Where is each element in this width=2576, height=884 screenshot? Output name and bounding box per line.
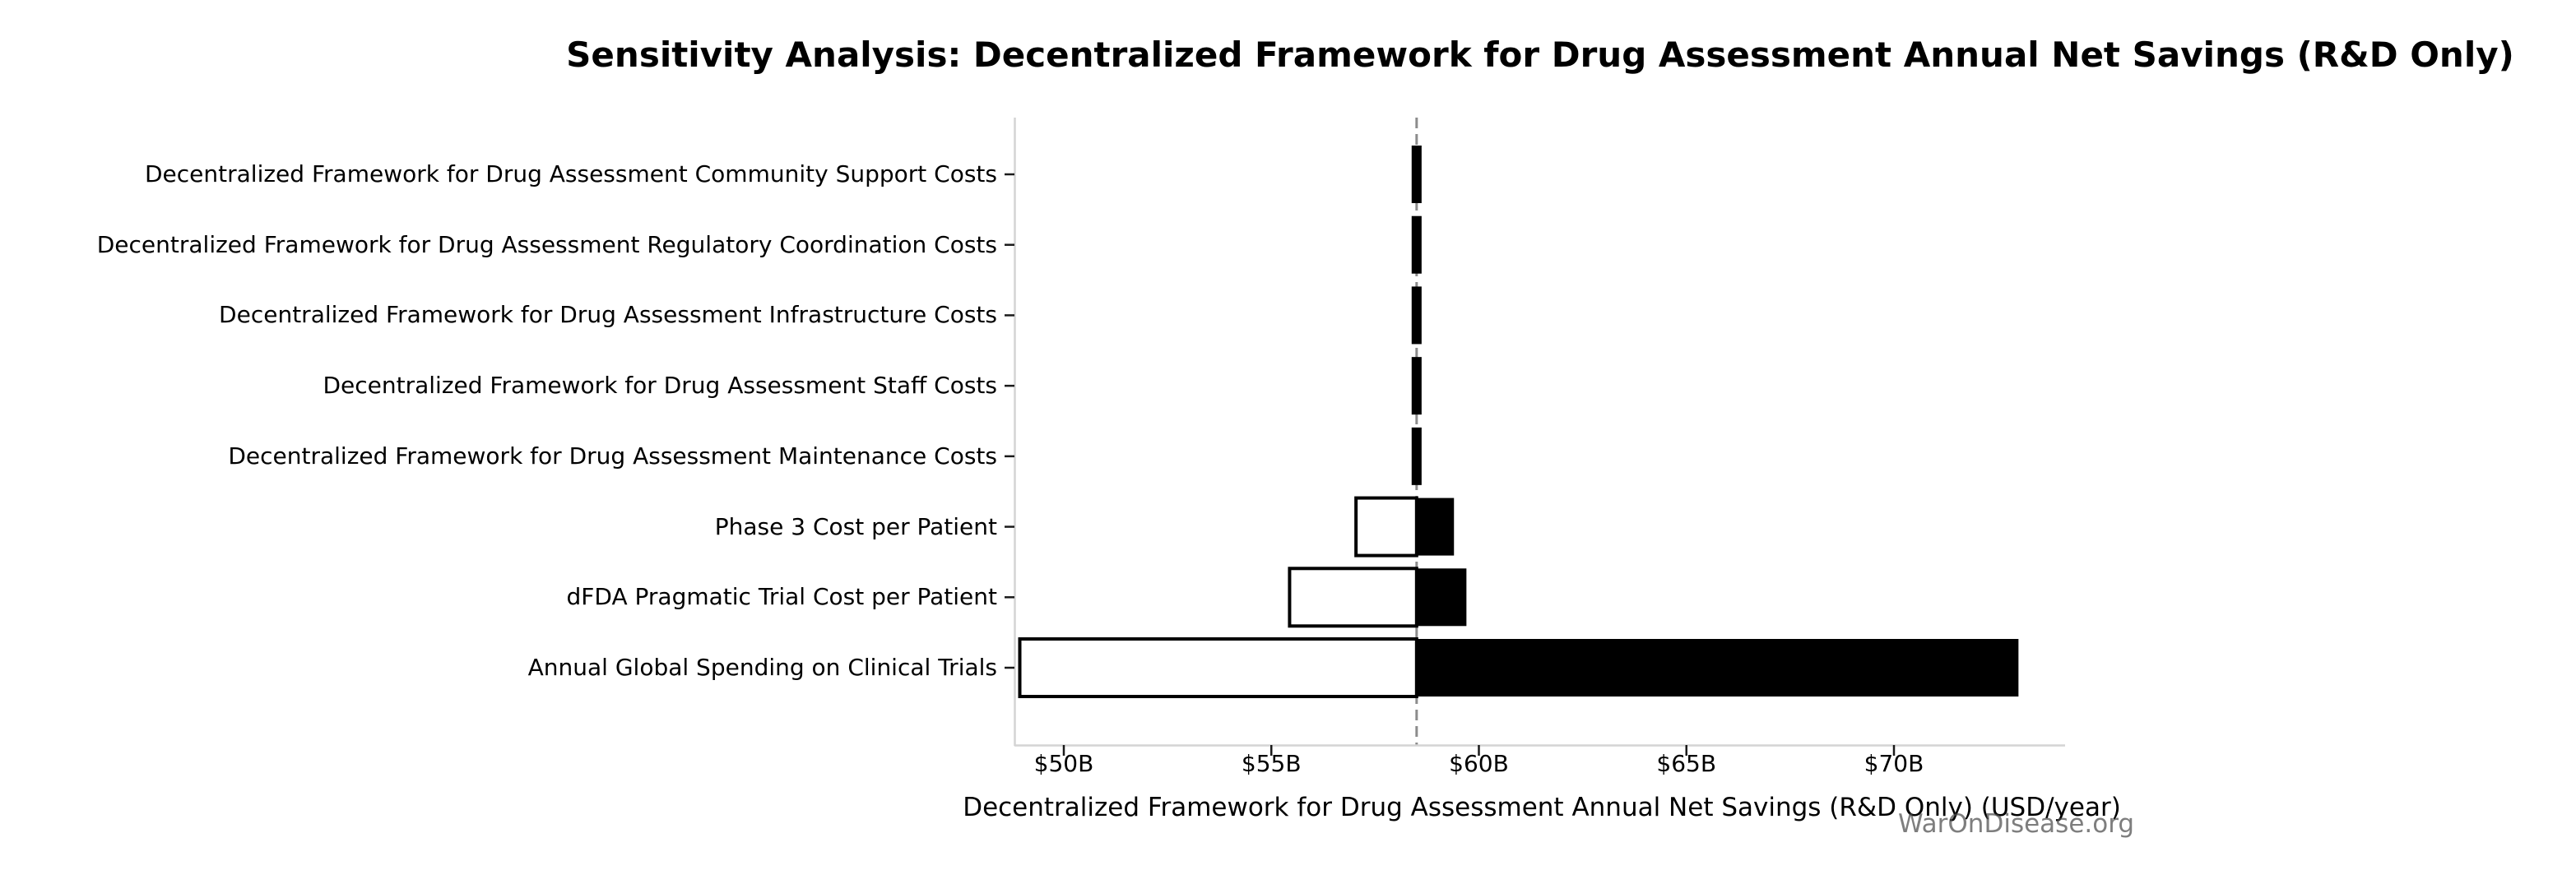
bar-minimal-range [1411, 215, 1422, 274]
x-tick-label: $55B [1241, 750, 1302, 777]
chart-title: Sensitivity Analysis: Decentralized Fram… [566, 35, 2514, 75]
watermark-text: WarOnDisease.org [1898, 809, 2135, 839]
x-tick-label: $70B [1864, 750, 1924, 777]
x-tick-label: $60B [1449, 750, 1509, 777]
bar-minimal-range [1411, 146, 1422, 203]
y-category-label: dFDA Pragmatic Trial Cost per Patient [566, 583, 998, 611]
y-category-label: Decentralized Framework for Drug Assessm… [323, 372, 997, 400]
bar-minimal-range [1411, 286, 1422, 345]
y-category-label: Phase 3 Cost per Patient [714, 512, 997, 540]
bar-low-segment [1018, 637, 1418, 698]
bar-low-segment [1354, 496, 1418, 558]
y-category-label: Annual Global Spending on Clinical Trial… [527, 654, 997, 681]
y-category-label: Decentralized Framework for Drug Assessm… [96, 230, 997, 258]
x-tick-label: $65B [1656, 750, 1717, 777]
y-category-label: Decentralized Framework for Drug Assessm… [145, 160, 997, 187]
bar-high-segment [1414, 639, 2019, 697]
x-axis-label: Decentralized Framework for Drug Assessm… [963, 793, 2121, 822]
y-category-label: Decentralized Framework for Drug Assessm… [228, 442, 997, 470]
x-tick-label: $50B [1033, 750, 1094, 777]
bar-minimal-range [1411, 427, 1422, 485]
bar-minimal-range [1411, 357, 1422, 415]
bar-high-segment [1414, 568, 1467, 627]
bar-high-segment [1414, 498, 1455, 556]
bar-low-segment [1288, 567, 1418, 628]
y-category-label: Decentralized Framework for Drug Assessm… [219, 301, 997, 329]
